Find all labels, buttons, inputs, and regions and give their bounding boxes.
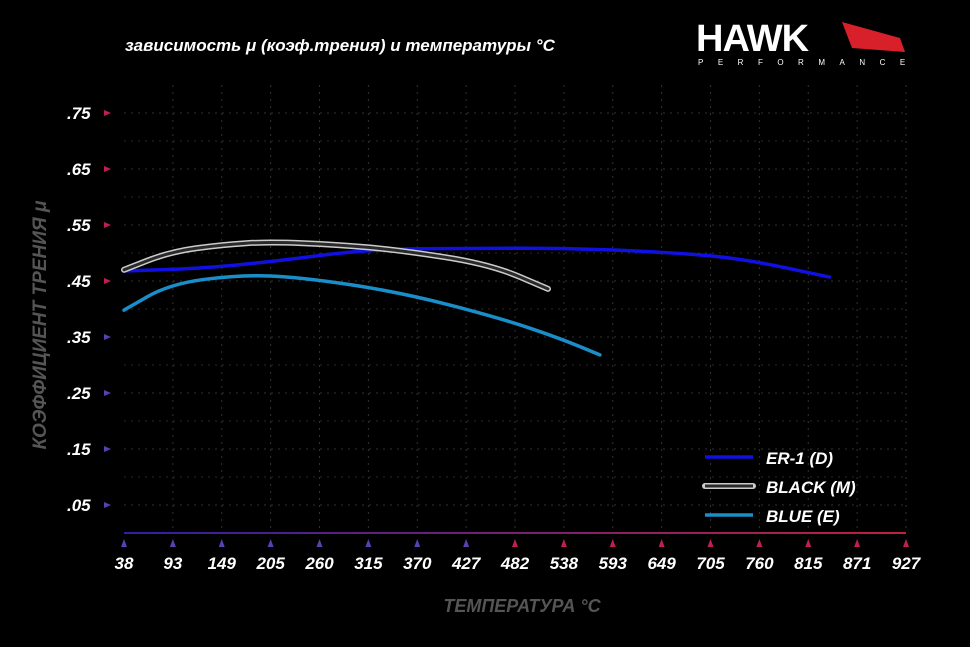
x-tick-label: 482 [500,554,530,573]
x-tick-label: 760 [745,554,774,573]
x-tick-marker [267,539,274,547]
y-tick-label: .75 [67,104,91,123]
x-tick-label: 927 [892,554,922,573]
y-tick-marker [104,390,111,396]
x-tick-marker [854,539,861,547]
y-tick-label: .45 [67,272,91,291]
x-tick-marker [463,539,470,547]
x-tick-marker [169,539,176,547]
y-tick-marker [104,334,111,340]
y-tick-marker [104,222,111,228]
x-tick-label: 370 [403,554,432,573]
y-tick-label: .35 [67,328,91,347]
y-tick-label: .15 [67,440,91,459]
y-axis-label: КОЭФФИЦИЕНТ ТРЕНИЯ μ [30,200,51,449]
legend-label: ER-1 (D) [766,449,833,468]
legend-label: BLACK (M) [766,478,856,497]
x-tick-marker [609,539,616,547]
x-tick-marker [365,539,372,547]
x-tick-label: 315 [354,554,383,573]
x-tick-label: 538 [550,554,579,573]
x-tick-label: 649 [647,554,676,573]
x-tick-label: 38 [115,554,134,573]
x-tick-label: 815 [794,554,823,573]
x-tick-marker [218,539,225,547]
series-line-black-m- [122,241,550,291]
legend-label: BLUE (E) [766,507,840,526]
x-tick-marker [707,539,714,547]
x-tick-label: 93 [163,554,182,573]
x-tick-label: 871 [843,554,871,573]
x-tick-marker [414,539,421,547]
x-tick-label: 427 [451,554,482,573]
x-tick-marker [658,539,665,547]
hawk-logo: HAWK PERFORMANCE [696,18,920,67]
chart-title: зависимость μ (коэф.трения) и температур… [125,36,556,55]
x-axis-label: ТЕМПЕРАТУРА °C [443,596,601,616]
x-tick-label: 593 [599,554,628,573]
series-line-er-1-d- [122,246,832,279]
x-tick-marker [560,539,567,547]
y-tick-label: .05 [67,496,91,515]
y-tick-marker [104,110,111,116]
y-tick-marker [104,446,111,452]
x-tick-label: 205 [255,554,285,573]
x-tick-marker [756,539,763,547]
svg-text:PERFORMANCE: PERFORMANCE [698,58,920,67]
y-tick-marker [104,166,111,172]
x-tick-marker [316,539,323,547]
x-tick-label: 149 [208,554,237,573]
y-tick-marker [104,278,111,284]
x-tick-marker [121,539,127,547]
series-line-blue-e- [122,273,602,357]
x-tick-label: 705 [696,554,725,573]
x-tick-marker [805,539,812,547]
y-tick-marker [104,502,111,508]
x-tick-marker [512,539,518,547]
y-tick-label: .65 [67,160,91,179]
y-tick-label: .25 [67,384,91,403]
x-tick-label: 260 [304,554,334,573]
x-tick-marker [903,539,909,547]
y-tick-label: .55 [67,216,91,235]
svg-text:HAWK: HAWK [696,18,810,60]
